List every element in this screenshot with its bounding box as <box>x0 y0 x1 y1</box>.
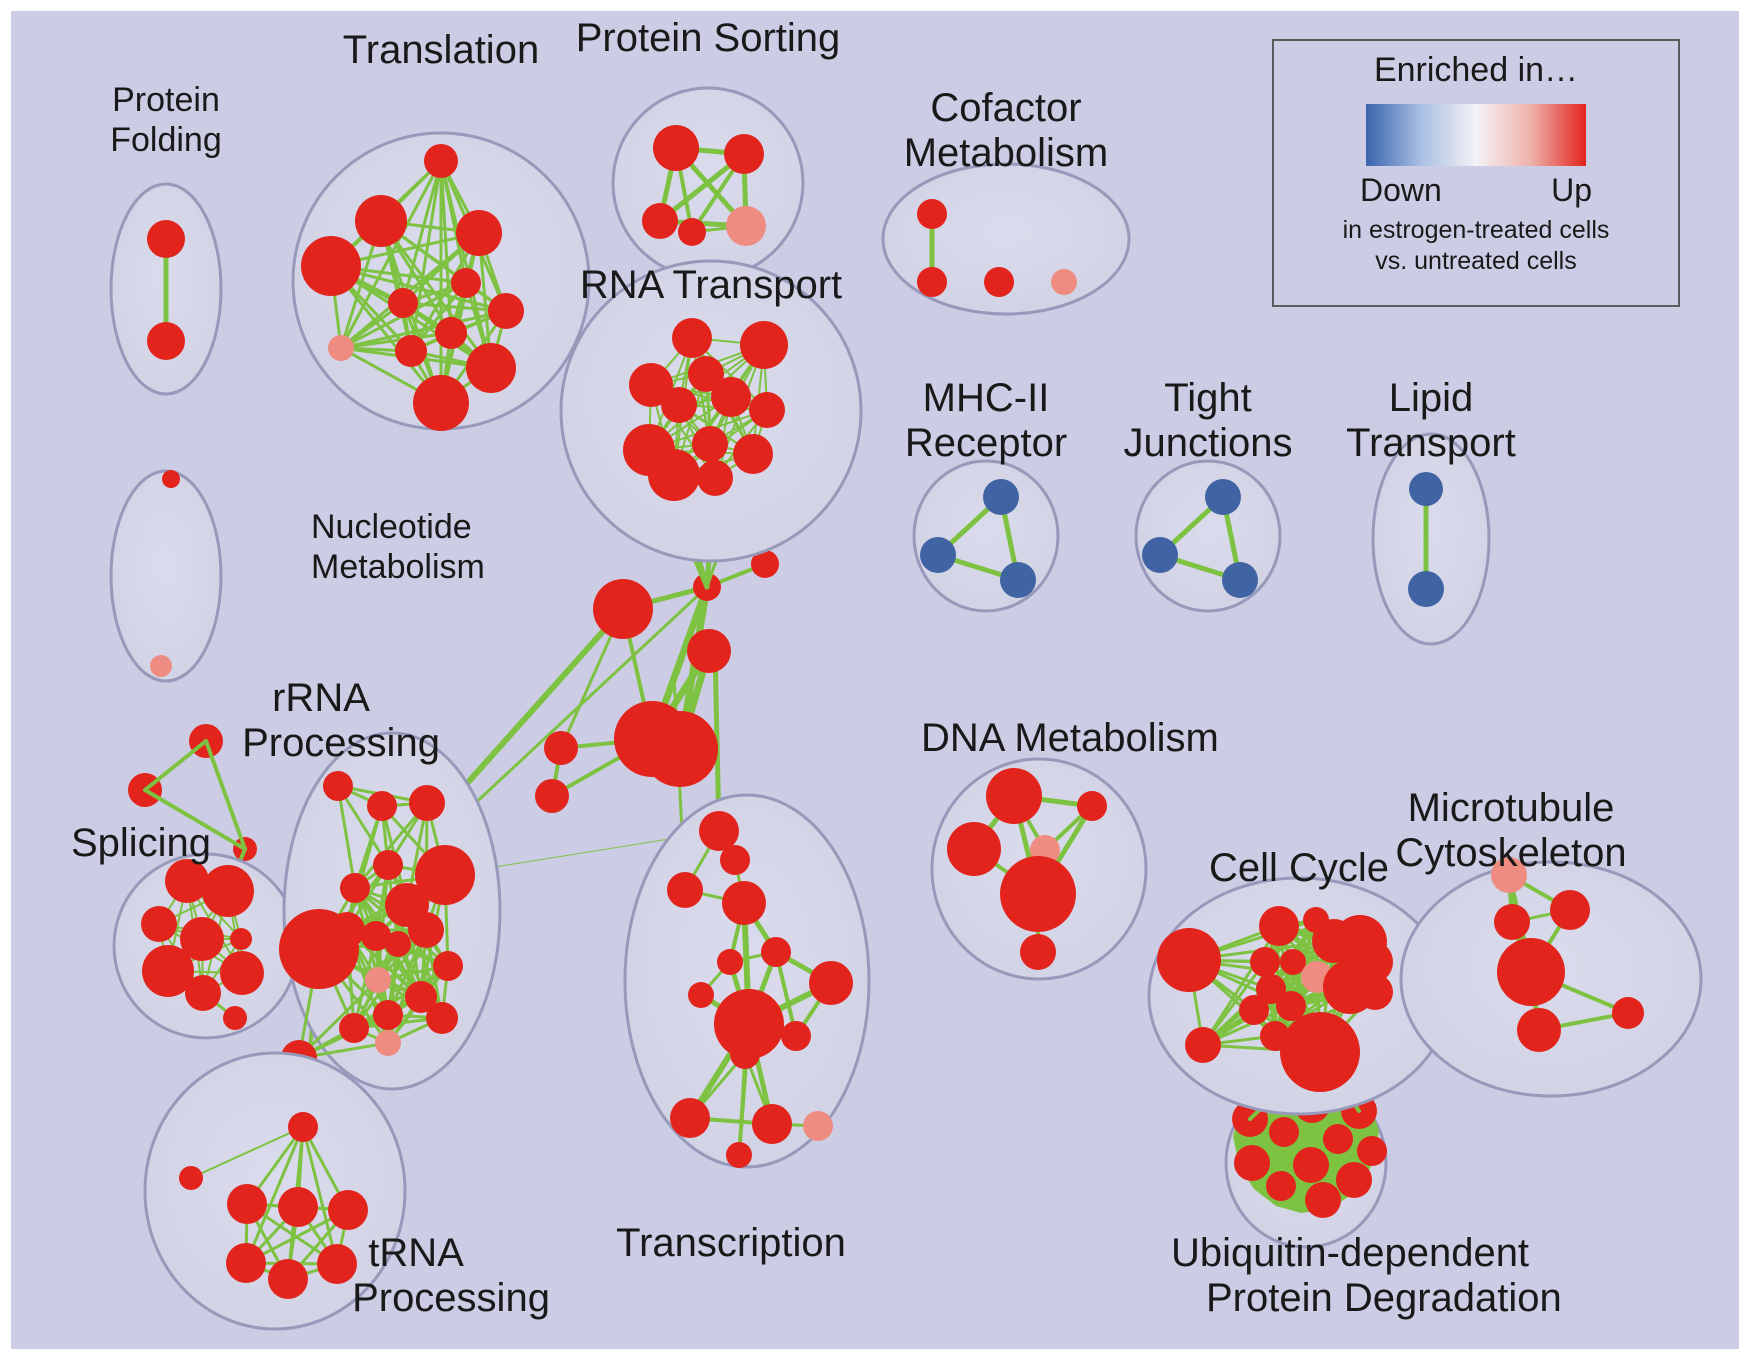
svg-text:Nucleotide: Nucleotide <box>311 508 472 546</box>
svg-text:Microtubule: Microtubule <box>1408 786 1615 830</box>
svg-text:Processing: Processing <box>242 721 440 765</box>
svg-text:DNA Metabolism: DNA Metabolism <box>921 716 1219 760</box>
svg-text:Splicing: Splicing <box>71 821 211 865</box>
svg-text:Lipid: Lipid <box>1389 376 1474 420</box>
svg-text:Cytoskeleton: Cytoskeleton <box>1395 831 1626 875</box>
svg-text:Folding: Folding <box>110 121 222 159</box>
svg-text:rRNA: rRNA <box>272 676 370 720</box>
svg-text:Translation: Translation <box>343 28 539 72</box>
svg-text:Processing: Processing <box>352 1276 550 1320</box>
svg-text:Protein Degradation: Protein Degradation <box>1206 1276 1562 1320</box>
svg-text:Junctions: Junctions <box>1124 421 1293 465</box>
svg-text:Metabolism: Metabolism <box>311 548 485 586</box>
svg-text:tRNA: tRNA <box>368 1231 464 1275</box>
svg-text:Ubiquitin-dependent: Ubiquitin-dependent <box>1171 1231 1529 1275</box>
svg-text:RNA Transport: RNA Transport <box>580 263 842 307</box>
svg-text:MHC-II: MHC-II <box>923 376 1050 420</box>
svg-text:Metabolism: Metabolism <box>904 131 1109 175</box>
svg-text:Transcription: Transcription <box>616 1221 846 1265</box>
svg-text:Cofactor: Cofactor <box>930 86 1081 130</box>
svg-text:Tight: Tight <box>1164 376 1251 420</box>
svg-text:Protein: Protein <box>112 81 220 119</box>
svg-text:Protein Sorting: Protein Sorting <box>576 16 841 60</box>
svg-text:Transport: Transport <box>1346 421 1516 465</box>
svg-text:Cell Cycle: Cell Cycle <box>1209 846 1389 890</box>
svg-text:Receptor: Receptor <box>905 421 1067 465</box>
